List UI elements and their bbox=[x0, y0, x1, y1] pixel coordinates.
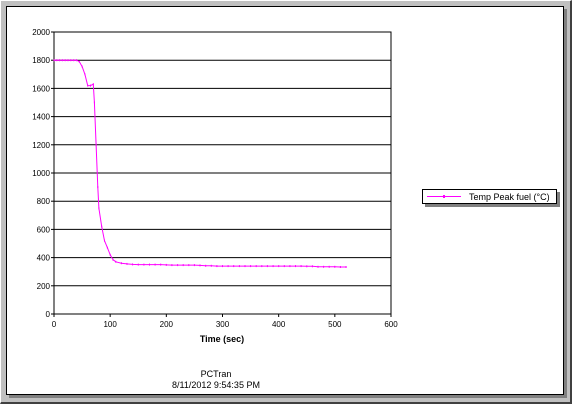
data-point bbox=[193, 264, 195, 267]
data-point bbox=[143, 263, 145, 266]
legend-swatch bbox=[427, 195, 461, 198]
data-point bbox=[227, 265, 229, 268]
data-point bbox=[261, 265, 263, 268]
data-point bbox=[255, 265, 257, 268]
data-point bbox=[92, 83, 94, 86]
data-point bbox=[137, 263, 139, 266]
data-point bbox=[165, 263, 167, 266]
data-point bbox=[53, 59, 55, 62]
data-point bbox=[149, 263, 150, 266]
data-point bbox=[87, 84, 89, 87]
data-point bbox=[311, 265, 313, 268]
x-tick-label: 0 bbox=[52, 320, 57, 329]
data-point bbox=[323, 265, 325, 268]
y-tick-label: 1200 bbox=[32, 141, 50, 150]
data-point bbox=[199, 264, 201, 267]
data-point bbox=[289, 265, 291, 268]
legend-label: Temp Peak fuel (°C) bbox=[469, 191, 550, 202]
series-line bbox=[54, 59, 347, 268]
legend: Temp Peak fuel (°C) bbox=[422, 189, 557, 204]
x-tick-label: 600 bbox=[384, 320, 398, 329]
footer-app-name: PCTran bbox=[200, 369, 232, 379]
data-point bbox=[272, 265, 274, 268]
data-point bbox=[70, 59, 72, 62]
x-axis-title: Time (sec) bbox=[200, 334, 244, 344]
data-point bbox=[177, 264, 179, 267]
data-point bbox=[334, 265, 336, 268]
data-point bbox=[216, 265, 218, 268]
data-point bbox=[61, 59, 63, 62]
y-tick-label: 1600 bbox=[32, 84, 50, 93]
data-point bbox=[104, 239, 105, 242]
data-point bbox=[188, 264, 190, 267]
series-group bbox=[53, 59, 347, 268]
x-tick-label: 300 bbox=[216, 320, 230, 329]
data-point bbox=[101, 225, 103, 228]
y-tick-label: 2000 bbox=[32, 28, 50, 37]
data-point bbox=[210, 264, 212, 267]
data-point bbox=[278, 265, 280, 268]
data-point bbox=[115, 260, 117, 263]
data-point bbox=[84, 73, 86, 76]
data-point bbox=[64, 59, 66, 62]
y-tick-label: 1000 bbox=[32, 169, 50, 178]
data-point bbox=[233, 265, 235, 268]
data-point bbox=[106, 246, 108, 249]
x-tick-label: 100 bbox=[103, 320, 117, 329]
axis-ticks: 0 200 400 600 800 1000 1200 1400 1600 1800 2000 0 10… bbox=[32, 28, 398, 329]
data-point bbox=[317, 265, 319, 268]
data-point bbox=[109, 253, 111, 256]
data-point bbox=[283, 265, 285, 268]
y-tick-label: 1800 bbox=[32, 56, 50, 65]
y-tick-label: 200 bbox=[37, 282, 51, 291]
data-point bbox=[59, 59, 61, 62]
y-tick-label: 600 bbox=[37, 225, 51, 234]
data-point bbox=[306, 265, 308, 268]
data-point bbox=[90, 84, 91, 87]
data-point bbox=[339, 266, 341, 268]
data-point bbox=[160, 263, 162, 266]
data-point bbox=[98, 207, 100, 210]
data-point bbox=[205, 264, 207, 267]
data-point bbox=[126, 262, 128, 265]
data-point bbox=[222, 265, 223, 268]
data-point bbox=[120, 262, 122, 265]
data-point bbox=[244, 265, 246, 268]
data-point bbox=[76, 59, 77, 62]
y-tick-label: 800 bbox=[37, 197, 51, 206]
data-point bbox=[93, 101, 95, 104]
x-tick-label: 200 bbox=[160, 320, 174, 329]
footer-timestamp: 8/11/2012 9:54:35 PM bbox=[172, 380, 260, 390]
data-point bbox=[171, 264, 173, 267]
grid-lines bbox=[54, 59, 391, 287]
data-point bbox=[328, 265, 330, 268]
data-point bbox=[95, 143, 97, 146]
data-point bbox=[154, 263, 156, 266]
data-point bbox=[182, 264, 184, 267]
data-point bbox=[112, 258, 114, 261]
y-tick-label: 0 bbox=[46, 310, 51, 319]
data-point bbox=[81, 65, 83, 68]
y-tick-label: 400 bbox=[37, 254, 51, 263]
data-point bbox=[73, 59, 75, 62]
data-point bbox=[250, 265, 252, 268]
x-tick-label: 500 bbox=[328, 320, 342, 329]
data-point bbox=[295, 265, 296, 268]
x-tick-label: 400 bbox=[272, 320, 286, 329]
data-point bbox=[56, 59, 58, 62]
data-point bbox=[67, 59, 69, 62]
y-tick-label: 1400 bbox=[32, 113, 50, 122]
data-point bbox=[238, 265, 240, 268]
data-point bbox=[300, 265, 302, 268]
data-point bbox=[132, 263, 134, 266]
data-point bbox=[97, 186, 99, 189]
data-point bbox=[78, 60, 80, 63]
data-point bbox=[345, 266, 347, 268]
data-point bbox=[266, 265, 268, 268]
